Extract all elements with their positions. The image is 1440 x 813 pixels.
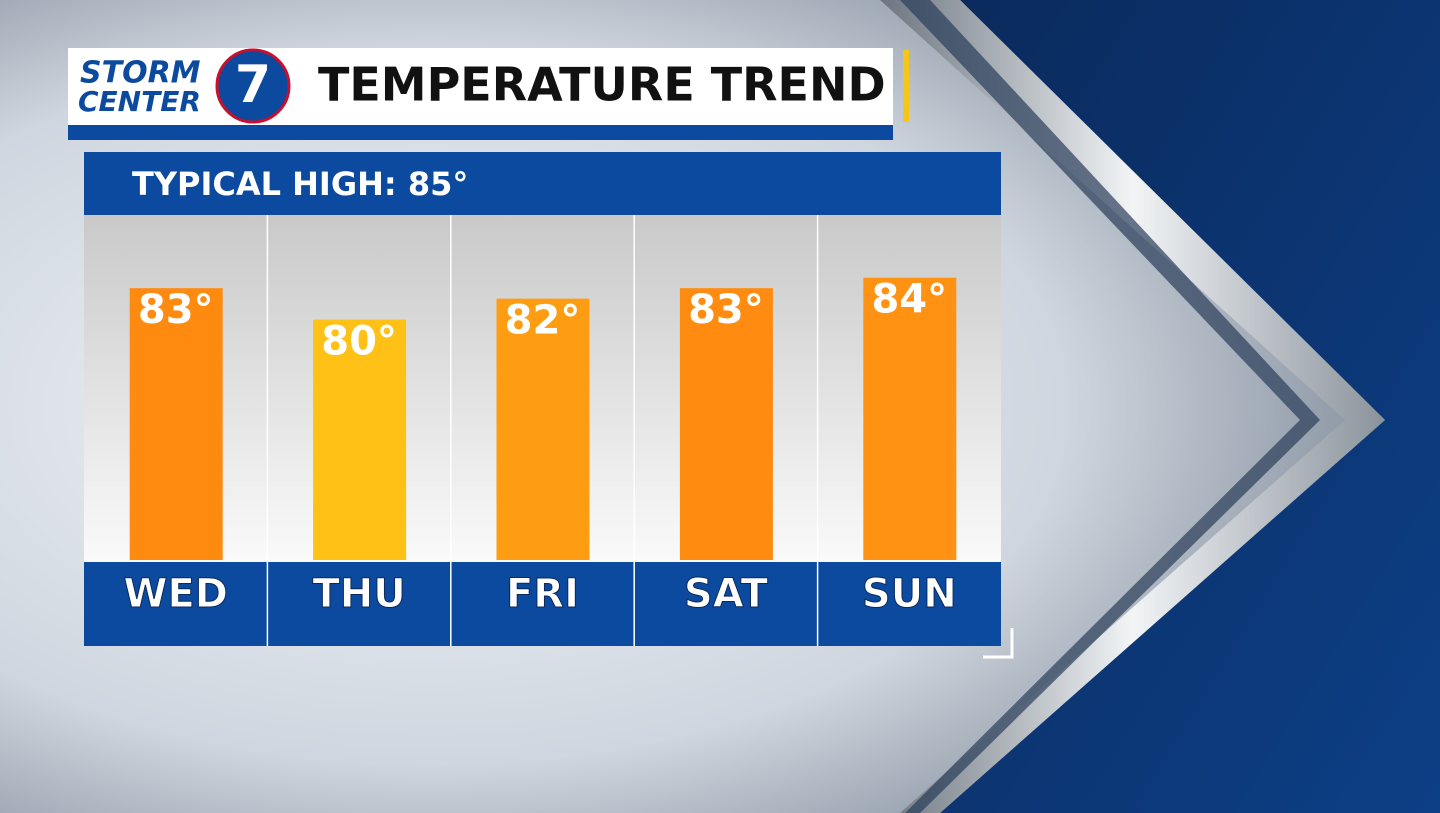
bar <box>863 277 957 560</box>
value-label: 83° <box>138 287 214 333</box>
day-band <box>84 562 1001 646</box>
logo-number: 7 <box>235 55 271 115</box>
title-stripe <box>68 125 893 140</box>
value-label: 83° <box>688 287 764 333</box>
chart-subtitle: TYPICAL HIGH: 85° <box>132 165 468 203</box>
x-tick-label: WED <box>123 571 228 617</box>
logo-line1: STORM <box>80 56 201 91</box>
logo-circle <box>215 48 291 124</box>
night-panel <box>940 0 1440 813</box>
corner-mark <box>983 628 1014 659</box>
x-tick-label: FRI <box>506 571 579 617</box>
bar <box>129 288 223 560</box>
bar <box>313 319 407 560</box>
title-banner <box>68 48 893 125</box>
bar <box>496 298 590 560</box>
x-tick-label: SUN <box>862 571 957 617</box>
chart-title: TEMPERATURE TREND <box>318 58 886 112</box>
subtitle-band <box>84 152 1001 215</box>
logo-line2: CENTER <box>78 85 201 118</box>
value-label: 80° <box>321 319 397 365</box>
x-tick-label: SAT <box>684 571 769 617</box>
chart: 83° WED 80° THU 82° FRI 83° SAT 84° SUN <box>123 215 957 646</box>
bar <box>679 288 773 560</box>
value-label: 82° <box>505 298 581 344</box>
value-label: 84° <box>871 277 947 323</box>
title-accent <box>903 50 909 122</box>
x-tick-label: THU <box>312 571 405 617</box>
